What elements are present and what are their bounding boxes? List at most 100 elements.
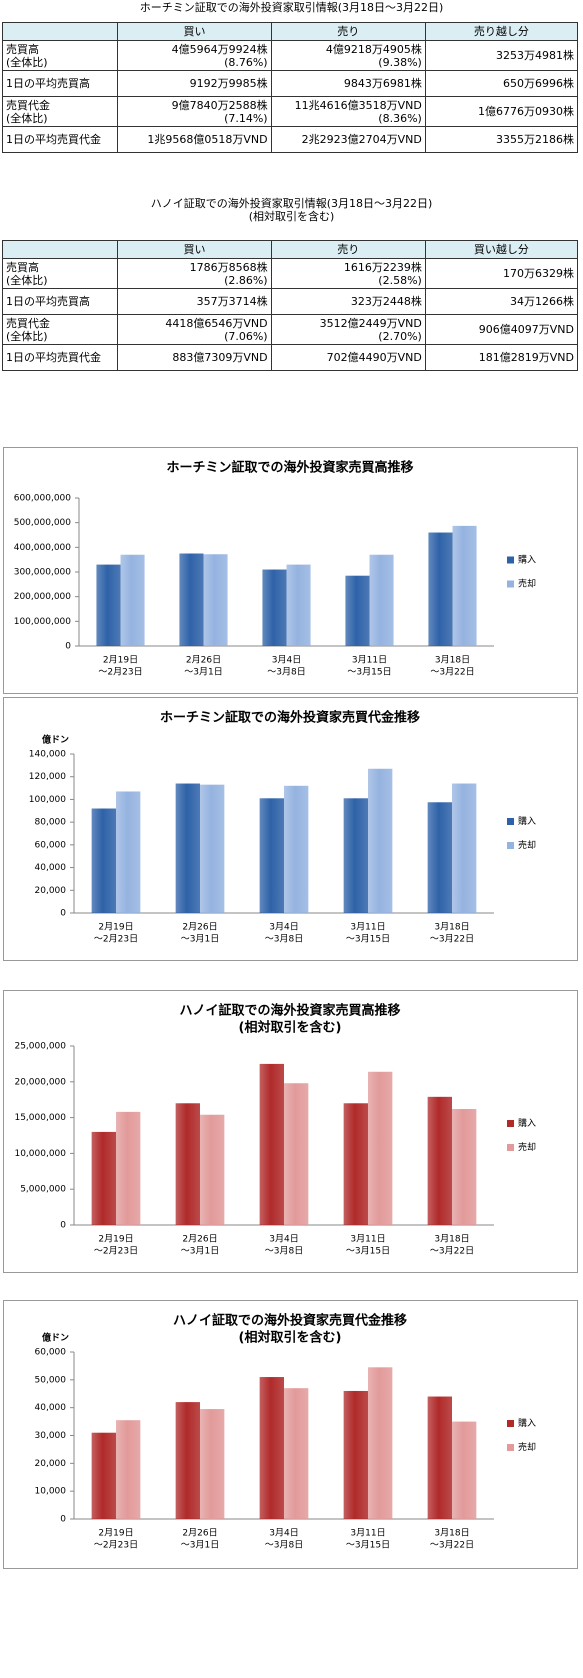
bar [259,1063,284,1225]
legend-swatch [507,1444,514,1451]
y-tick-label: 50,000 [35,1375,67,1385]
bar [200,1114,225,1225]
bar [91,808,116,913]
y-tick-label: 20,000 [35,886,67,896]
y-tick-label: 20,000 [35,1459,67,1469]
table-title: ハノイ証取での海外投資家取引情報(3月18日～3月22日) [150,197,433,210]
legend-swatch [507,556,514,564]
bar [428,532,453,646]
cell-line: 1日の平均売買高 [6,77,90,90]
x-tick-label: ～2月23日 [94,1246,138,1257]
legend-swatch [507,1144,514,1151]
bar [200,1409,225,1519]
bar [259,1377,284,1519]
y-tick-label: 400,000,000 [14,543,72,553]
data-table: 買い 売り 買い越し分 売買高 (全体比) 1786万8568株 (2.86%) 1616万2… [1,240,579,371]
x-tick-label: 3月11日 [350,1234,385,1245]
legend-label: 売却 [518,1441,536,1453]
x-tick-label: ～3月8日 [265,934,303,945]
legend-label: 購入 [518,1117,536,1129]
y-tick-label: 25,000,000 [14,1042,66,1052]
unit-label: 億ドン [42,734,69,746]
table-cell: 3253万4981株 [424,40,579,71]
cell-line: 3512億2449万VND [319,316,422,330]
y-tick-label: 600,000,000 [14,494,72,504]
legend-swatch [507,1120,514,1127]
header-cell [1,240,119,259]
cell-line: 売買代金 [6,98,50,112]
table-cell: 売買高 (全体比) [1,258,119,289]
bar [96,564,121,646]
cell-line: 170万6329株 [503,267,574,280]
cell-line: (8.76%) [224,55,268,69]
legend-swatch [507,842,514,849]
y-tick-label: 30,000 [35,1431,67,1441]
table-cell: 1日の平均売買代金 [1,344,119,371]
x-tick-label: 2月26日 [182,1234,217,1245]
bar [175,1402,200,1519]
x-tick-label: ～3月15日 [346,1540,390,1551]
legend-label: 購入 [518,1417,536,1429]
cell-line: 323万2448株 [350,295,422,308]
cell-line: 売買高 [6,42,39,56]
x-tick-label: 3月4日 [269,1234,298,1245]
table-title: (相対取引を含む) [248,210,335,223]
cell-line: 2兆2923億2704万VND [301,133,422,146]
bar [179,553,204,646]
x-tick-label: 3月4日 [269,922,298,933]
header-cell: 買い [117,240,272,259]
table-cell: 4億5964万9924株 (8.76%) [117,40,272,71]
cell-line: 357万3714株 [196,295,268,308]
x-tick-label: ～3月8日 [265,1246,303,1257]
cell-line: 1日の平均売買代金 [6,351,101,364]
table-cell: 1日の平均売買高 [1,70,119,97]
cell-line: (全体比) [6,273,48,287]
header-cell: 売り [270,22,426,41]
y-tick-label: 60,000 [35,840,67,850]
chart: ハノイ証取での海外投資家売買高推移(相対取引を含む) 0 5,000,000 10,0… [14,1003,536,1257]
cell-line: 1億6776万0930株 [478,105,574,118]
table-row: 1日の平均売買代金 883億7309万VND 702億4490万VND 181億281… [1,344,579,371]
x-tick-label: 2月19日 [98,1528,133,1539]
chart-box: ハノイ証取での海外投資家売買代金推移 (相対取引を含む) 億ドン 0 10,000 20,… [3,1300,578,1569]
bar [368,1071,393,1225]
x-tick-label: 3月18日 [434,1234,469,1245]
bar [427,802,452,913]
cell-line: 181億2819万VND [478,351,574,364]
y-tick-label: 0 [60,909,66,919]
table-row: 1日の平均売買高 357万3714株 323万2448株 34万1266株 [1,288,579,315]
y-tick-label: 200,000,000 [14,592,72,602]
table-cell: 1786万8568株 (2.86%) [117,258,272,289]
x-tick-label: ～3月8日 [265,1540,303,1551]
x-tick-label: 3月18日 [434,922,469,933]
table-cell: 4億9218万4905株 (9.38%) [270,40,426,71]
cell-line: 1兆9568億0518万VND [147,133,268,146]
bar [259,798,284,913]
bar [452,783,477,913]
unit-label: 億ドン [42,1332,69,1344]
cell-line: (全体比) [6,111,48,125]
legend-label: 売却 [518,1141,536,1153]
cell-line: (7.06%) [224,329,268,343]
x-tick-label: ～3月8日 [267,667,305,678]
x-tick-label: 3月4日 [269,1528,298,1539]
bar [452,525,477,646]
table-row: 売買高 (全体比) 4億5964万9924株 (8.76%) 4億9218万4905株(… [1,40,579,71]
cell-line: 883億7309万VND [172,351,268,364]
bar [284,1083,309,1225]
y-tick-label: 5,000,000 [20,1185,66,1195]
table-cell: 3355万2186株 [424,126,579,153]
legend-swatch [507,580,514,588]
x-tick-label: 2月19日 [98,1234,133,1245]
x-tick-label: 3月11日 [350,1528,385,1539]
bar [343,1390,368,1519]
y-tick-label: 80,000 [35,818,67,828]
bar [175,783,200,913]
x-tick-label: ～3月1日 [181,1246,219,1257]
y-tick-label: 15,000,000 [14,1113,66,1123]
table-cell: 11兆4616億3518万VND (8.36%) [270,96,426,127]
bar [343,798,368,913]
bar [345,575,370,646]
table-cell: 9億7840万2588株 (7.14%) [117,96,272,127]
